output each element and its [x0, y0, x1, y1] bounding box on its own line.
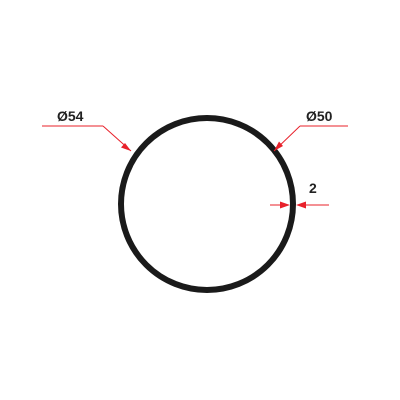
inner-diameter-callout: Ø50	[273, 108, 348, 152]
inner-diameter-label: Ø50	[306, 108, 333, 124]
wall-thickness-label: 2	[309, 180, 317, 196]
outer-diameter-arrowhead	[121, 143, 131, 151]
wall-thickness-left-arrowhead	[280, 201, 290, 209]
inner-diameter-arrowhead	[274, 141, 283, 151]
wall-thickness-callout: 2	[270, 180, 329, 209]
outer-diameter-callout: Ø54	[42, 108, 132, 152]
outer-diameter-label: Ø54	[57, 108, 84, 124]
wall-thickness-right-arrowhead	[296, 201, 306, 209]
tube-ring	[118, 115, 296, 293]
